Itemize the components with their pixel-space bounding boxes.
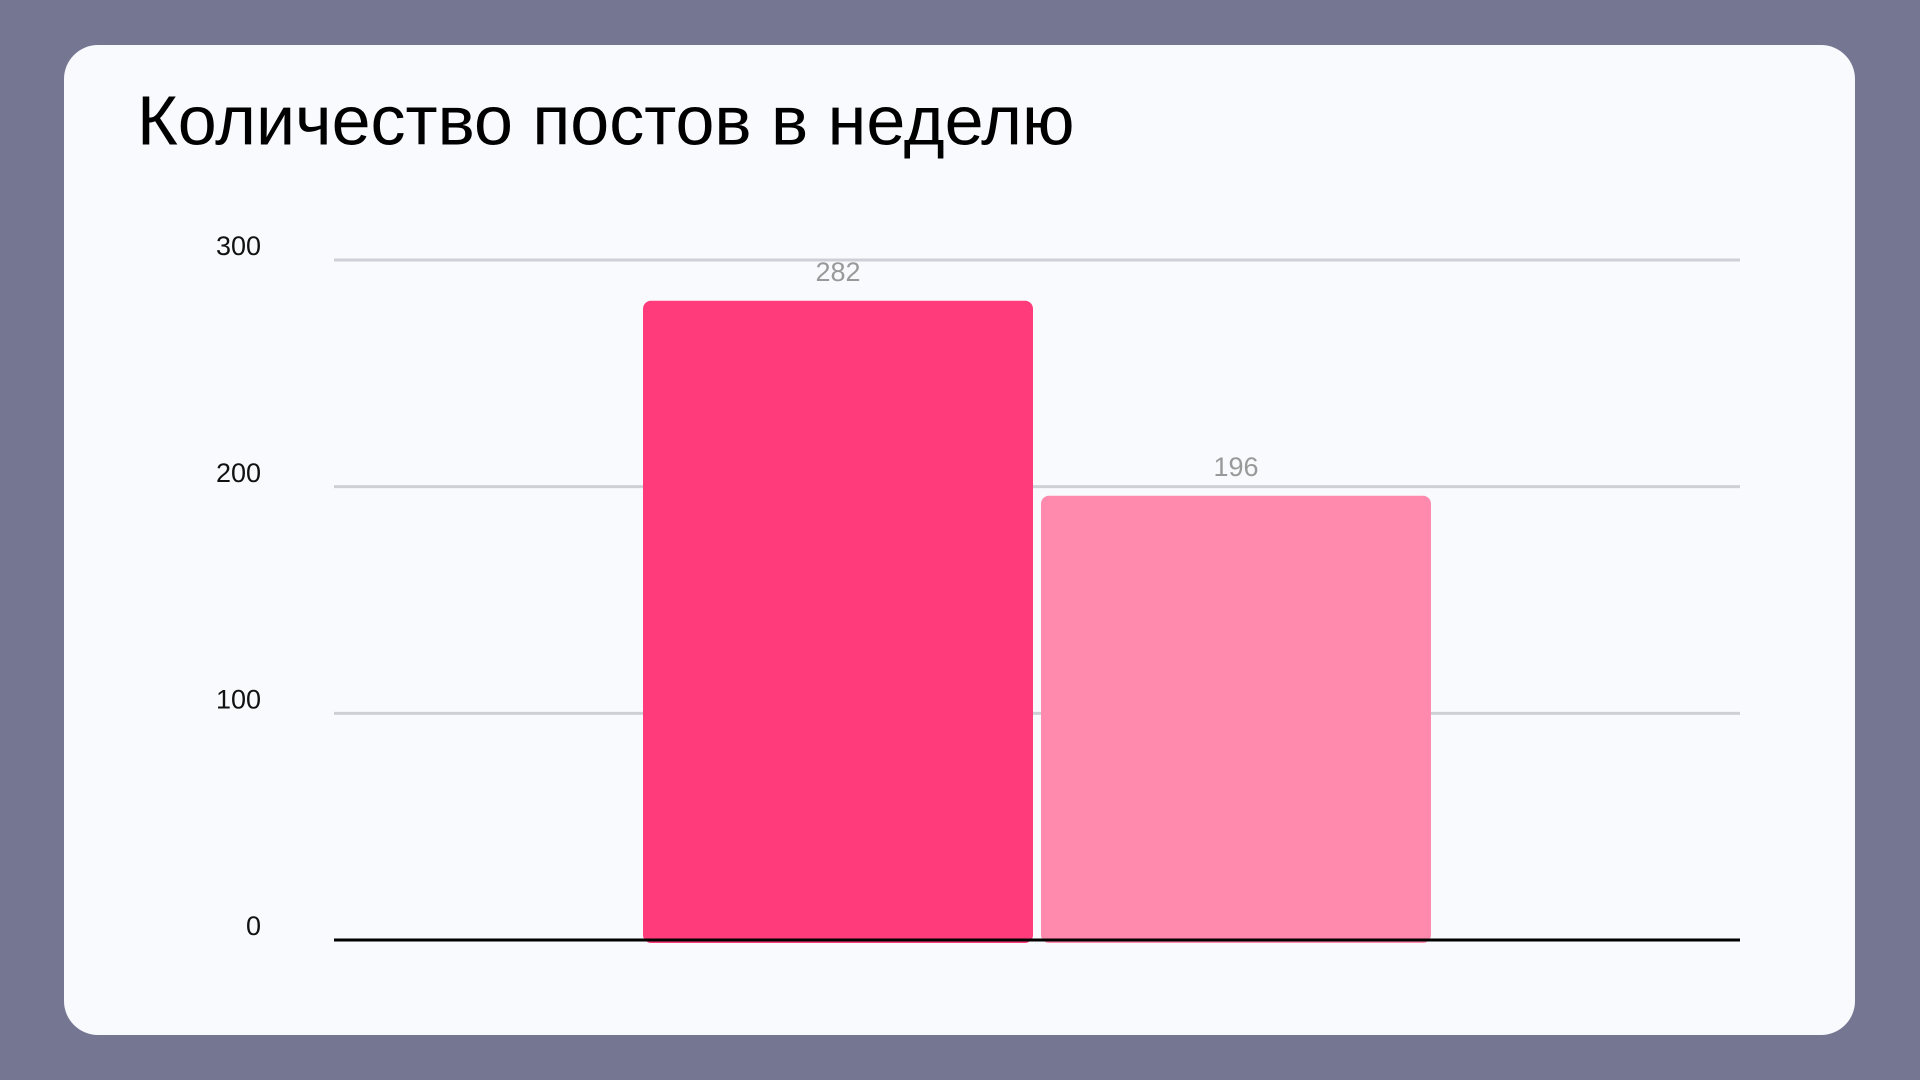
chart-title: Количество постов в неделю xyxy=(137,81,1075,159)
y-tick-label: 300 xyxy=(216,231,261,261)
bar xyxy=(1041,495,1431,943)
y-tick-label: 100 xyxy=(216,684,261,714)
bar xyxy=(643,300,1033,943)
y-tick-label: 0 xyxy=(246,911,261,941)
value-label: 196 xyxy=(1213,452,1258,482)
value-label: 282 xyxy=(815,257,860,287)
y-tick-label: 200 xyxy=(216,458,261,488)
